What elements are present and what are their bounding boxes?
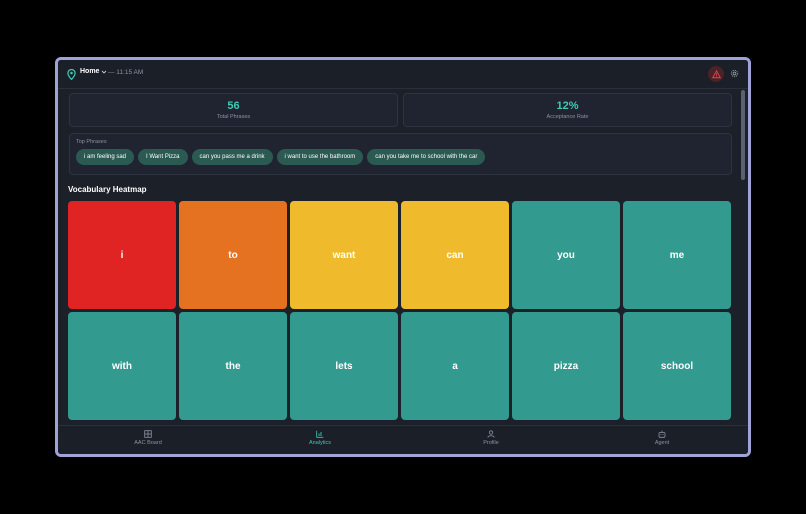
nav-label: AAC Board — [134, 440, 162, 446]
warning-icon — [711, 69, 721, 78]
location-pin-icon — [67, 69, 76, 80]
location-selector[interactable]: Home — [80, 68, 107, 75]
phrase-chip[interactable]: I Want Pizza — [138, 149, 188, 165]
settings-button[interactable] — [728, 67, 740, 79]
phrase-chip[interactable]: can you pass me a drink — [191, 149, 273, 165]
chart-icon — [316, 430, 324, 438]
stat-acceptance-rate: 12% Acceptance Rate — [403, 93, 732, 127]
nav-label: Analytics — [308, 440, 331, 446]
user-icon — [487, 430, 495, 438]
time-label: — 11:15 AM — [108, 69, 144, 76]
stat-label: Acceptance Rate — [546, 114, 589, 120]
heatmap-tile[interactable]: you — [512, 201, 620, 309]
location-label: Home — [80, 68, 100, 75]
heatmap-title: Vocabulary Heatmap — [68, 185, 147, 194]
analytics-content: 56 Total Phrases 12% Acceptance Rate Top… — [58, 88, 738, 426]
heatmap-tile[interactable]: the — [179, 312, 287, 420]
heatmap-tile[interactable]: to — [179, 201, 287, 309]
nav-label: Profile — [483, 440, 499, 446]
chevron-down-icon — [102, 70, 107, 74]
nav-aac-board[interactable]: AAC Board — [118, 430, 178, 446]
heatmap-tile[interactable]: want — [290, 201, 398, 309]
nav-agent[interactable]: Agent — [632, 430, 692, 446]
heatmap-tile[interactable]: can — [401, 201, 509, 309]
nav-analytics[interactable]: Analytics — [290, 430, 350, 446]
scrollbar-thumb[interactable] — [741, 90, 745, 180]
heatmap-tile[interactable]: pizza — [512, 312, 620, 420]
top-bar: Home — 11:15 AM — [58, 60, 748, 89]
heatmap-tile[interactable]: a — [401, 312, 509, 420]
alert-button[interactable] — [708, 66, 724, 82]
top-phrases-panel: Top Phrases i am feeling sad I Want Pizz… — [69, 133, 732, 175]
heatmap-tile[interactable]: lets — [290, 312, 398, 420]
gear-icon — [730, 69, 738, 77]
stat-label: Total Phrases — [216, 114, 251, 120]
robot-icon — [658, 430, 666, 438]
heatmap-tile[interactable]: i — [68, 201, 176, 309]
phrase-chip[interactable]: can you take me to school with the car — [367, 149, 486, 165]
stat-total-phrases: 56 Total Phrases — [69, 93, 398, 127]
nav-label: Agent — [654, 440, 670, 446]
heatmap-tile[interactable]: school — [623, 312, 731, 420]
heatmap-tile[interactable]: me — [623, 201, 731, 309]
top-phrases-title: Top Phrases — [76, 139, 107, 145]
nav-profile[interactable]: Profile — [461, 430, 521, 446]
phrase-chip[interactable]: i am feeling sad — [76, 149, 135, 165]
app-window: Home — 11:15 AM 56 Total Phrases 1 — [55, 57, 751, 457]
stat-value: 56 — [227, 100, 240, 112]
stat-value: 12% — [556, 100, 579, 112]
phrase-chip[interactable]: i want to use the bathroom — [276, 149, 364, 165]
bottom-nav: AAC Board Analytics Profile A — [58, 425, 748, 454]
grid-icon — [144, 430, 152, 438]
heatmap-tile[interactable]: with — [68, 312, 176, 420]
